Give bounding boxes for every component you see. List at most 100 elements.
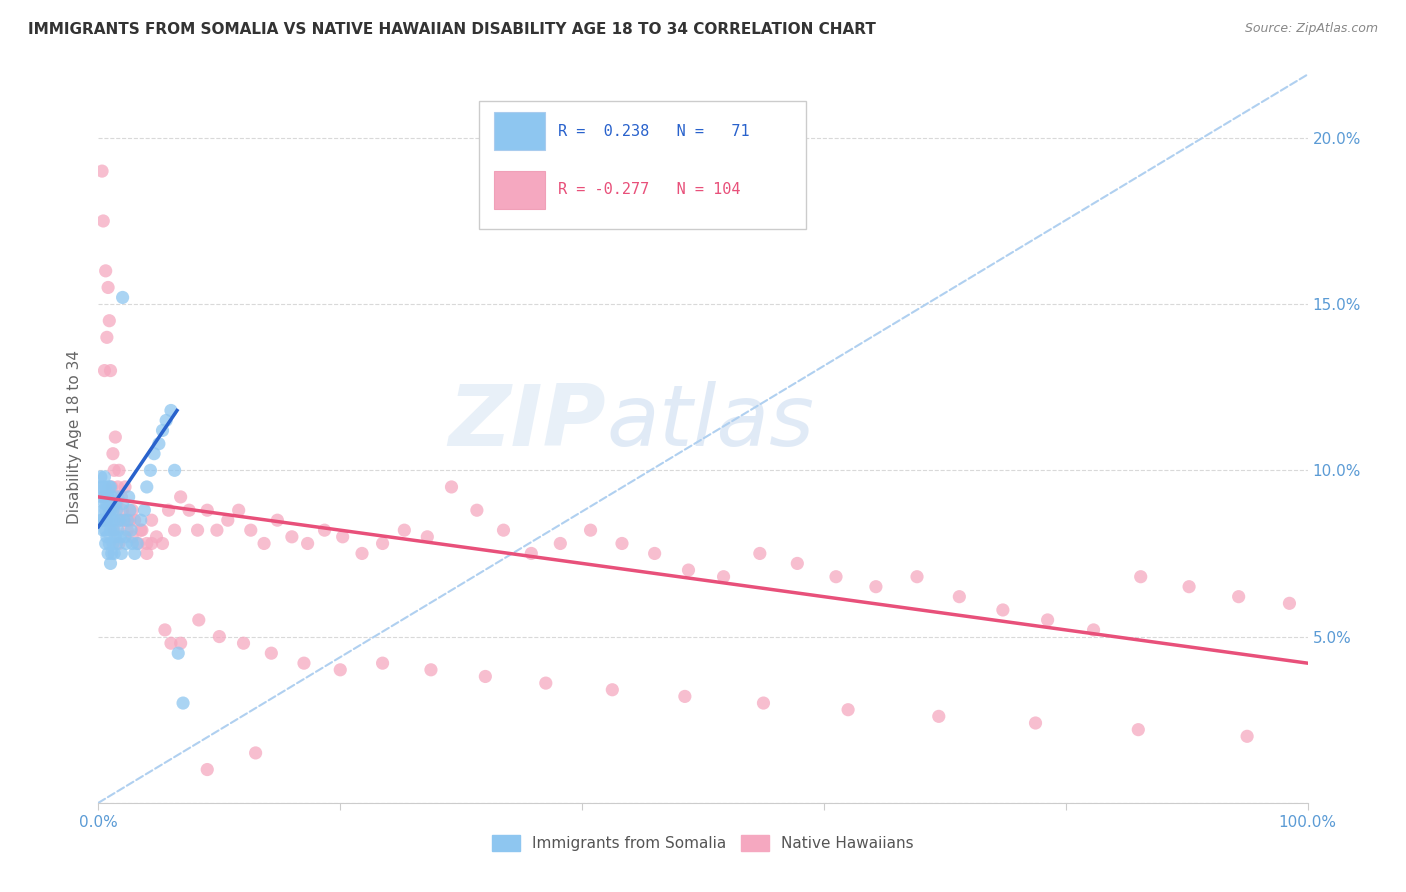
Text: atlas: atlas bbox=[606, 381, 814, 464]
Point bbox=[416, 530, 439, 544]
Point bbox=[752, 696, 775, 710]
Point bbox=[492, 523, 515, 537]
Point bbox=[107, 523, 129, 537]
Point bbox=[143, 447, 166, 461]
Point bbox=[100, 480, 122, 494]
Point bbox=[172, 696, 194, 710]
Point bbox=[152, 536, 174, 550]
Point bbox=[135, 480, 157, 494]
Point bbox=[217, 513, 239, 527]
Point bbox=[163, 463, 186, 477]
Point bbox=[104, 530, 127, 544]
Point bbox=[928, 709, 950, 723]
Point bbox=[157, 503, 180, 517]
Point bbox=[465, 503, 488, 517]
Point bbox=[1278, 596, 1301, 610]
Point bbox=[100, 490, 122, 504]
Point bbox=[91, 164, 114, 178]
Point bbox=[90, 513, 112, 527]
Point bbox=[141, 536, 163, 550]
Point bbox=[644, 546, 666, 560]
Point bbox=[266, 513, 288, 527]
Point bbox=[91, 513, 114, 527]
Point bbox=[139, 463, 162, 477]
Point bbox=[107, 490, 129, 504]
Point bbox=[786, 557, 808, 571]
Point bbox=[187, 613, 209, 627]
Point bbox=[520, 546, 543, 560]
Point bbox=[131, 523, 153, 537]
Point bbox=[97, 546, 120, 560]
Point bbox=[121, 503, 143, 517]
Point bbox=[124, 546, 146, 560]
Point bbox=[991, 603, 1014, 617]
Point bbox=[1227, 590, 1250, 604]
Point bbox=[97, 280, 120, 294]
Point bbox=[1129, 570, 1152, 584]
Point bbox=[114, 530, 136, 544]
Point bbox=[1024, 716, 1046, 731]
Point bbox=[195, 763, 218, 777]
Point bbox=[145, 530, 167, 544]
Point bbox=[91, 523, 114, 537]
Point bbox=[579, 523, 602, 537]
Point bbox=[111, 503, 134, 517]
Point bbox=[713, 570, 735, 584]
Point bbox=[94, 523, 117, 537]
Point bbox=[93, 490, 115, 504]
Point bbox=[96, 513, 118, 527]
Point bbox=[96, 513, 118, 527]
Point bbox=[103, 513, 125, 527]
Point bbox=[205, 523, 228, 537]
Point bbox=[420, 663, 443, 677]
Point bbox=[108, 513, 131, 527]
Point bbox=[1083, 623, 1105, 637]
Point bbox=[245, 746, 267, 760]
Point bbox=[371, 536, 394, 550]
Point bbox=[610, 536, 633, 550]
Point bbox=[148, 436, 170, 450]
Point bbox=[678, 563, 700, 577]
Point bbox=[117, 513, 139, 527]
Point bbox=[100, 503, 122, 517]
Point bbox=[112, 513, 135, 527]
Point bbox=[96, 530, 118, 544]
Y-axis label: Disability Age 18 to 34: Disability Age 18 to 34 bbox=[67, 350, 83, 524]
Point bbox=[239, 523, 262, 537]
Point bbox=[100, 480, 122, 494]
Point bbox=[108, 530, 131, 544]
Legend: Immigrants from Somalia, Native Hawaiians: Immigrants from Somalia, Native Hawaiian… bbox=[486, 830, 920, 857]
Text: Source: ZipAtlas.com: Source: ZipAtlas.com bbox=[1244, 22, 1378, 36]
Point bbox=[371, 656, 394, 670]
Point bbox=[134, 503, 156, 517]
Point bbox=[118, 503, 141, 517]
Point bbox=[232, 636, 254, 650]
Point bbox=[98, 480, 121, 494]
FancyBboxPatch shape bbox=[494, 112, 544, 151]
Point bbox=[121, 530, 143, 544]
Point bbox=[103, 523, 125, 537]
Point bbox=[948, 590, 970, 604]
Point bbox=[100, 557, 122, 571]
Point bbox=[314, 523, 336, 537]
Point bbox=[169, 490, 191, 504]
Point bbox=[94, 536, 117, 550]
Point bbox=[93, 490, 115, 504]
Point bbox=[105, 497, 128, 511]
Point bbox=[281, 530, 304, 544]
Point bbox=[98, 503, 121, 517]
Text: IMMIGRANTS FROM SOMALIA VS NATIVE HAWAIIAN DISABILITY AGE 18 TO 34 CORRELATION C: IMMIGRANTS FROM SOMALIA VS NATIVE HAWAII… bbox=[28, 22, 876, 37]
Point bbox=[1178, 580, 1201, 594]
Point bbox=[602, 682, 624, 697]
Point bbox=[114, 480, 136, 494]
Point bbox=[98, 536, 121, 550]
Point bbox=[96, 490, 118, 504]
Point bbox=[1236, 729, 1258, 743]
Point bbox=[100, 513, 122, 527]
Point bbox=[93, 363, 115, 377]
Point bbox=[208, 630, 231, 644]
Point bbox=[94, 264, 117, 278]
Point bbox=[127, 536, 149, 550]
Point bbox=[195, 503, 218, 517]
Point bbox=[550, 536, 572, 550]
